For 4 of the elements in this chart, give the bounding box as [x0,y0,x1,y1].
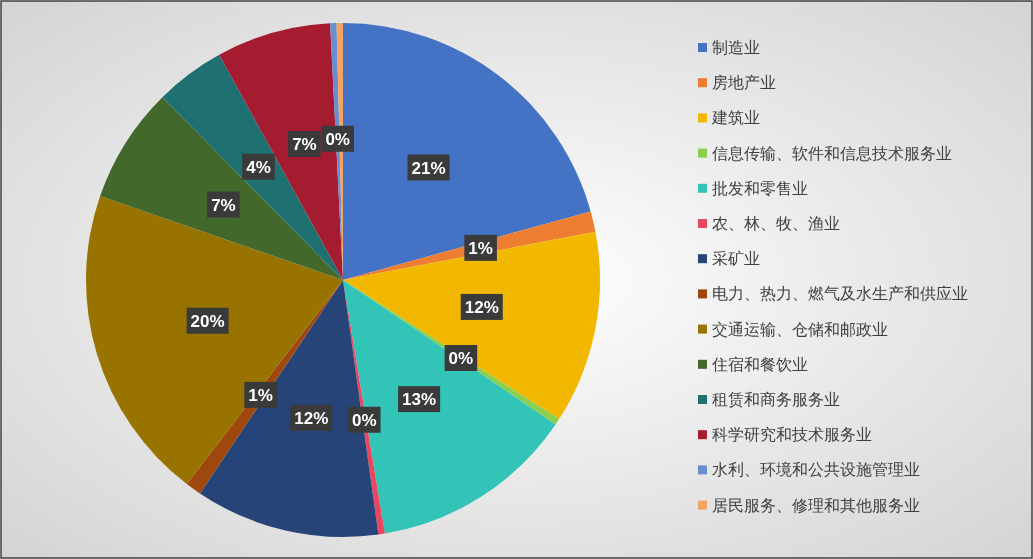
legend-label: 采矿业 [712,250,760,268]
legend-label: 建筑业 [711,109,760,127]
legend-label: 制造业 [712,39,760,56]
legend-label: 房地产业 [712,74,776,92]
